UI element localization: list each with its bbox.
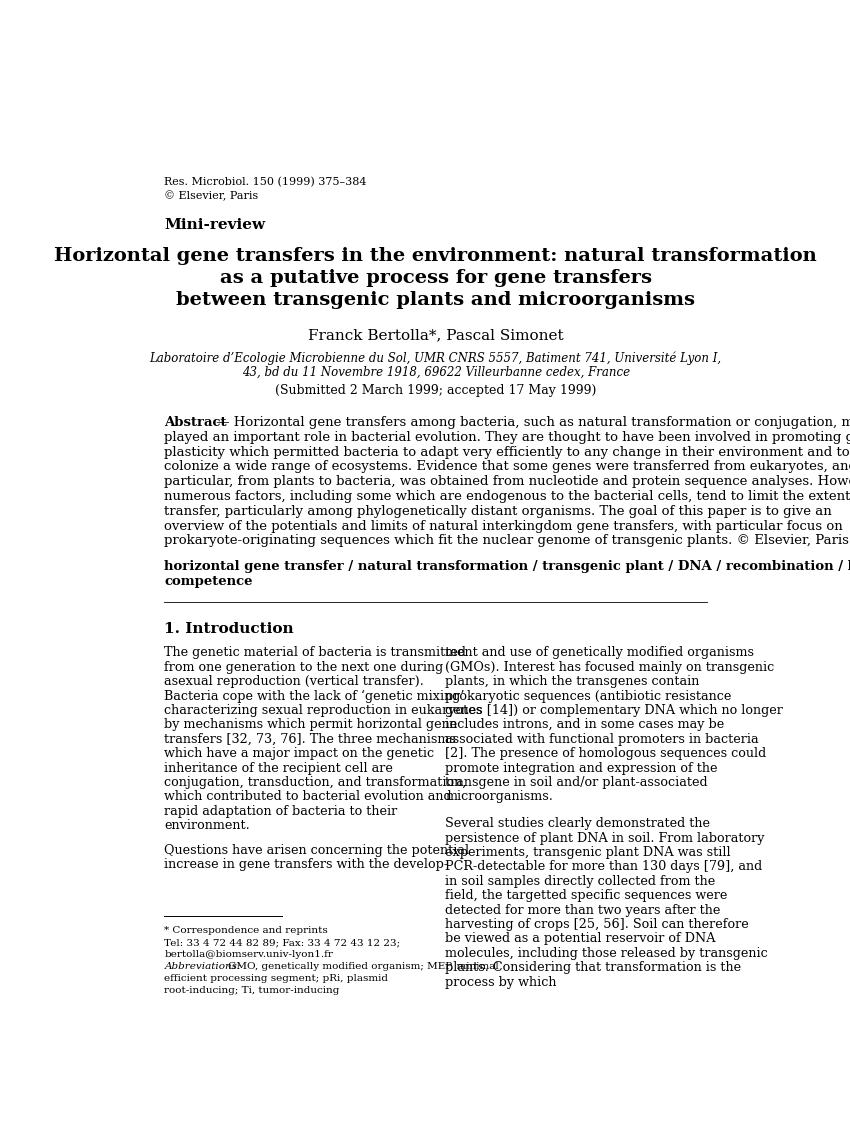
Text: between transgenic plants and microorganisms: between transgenic plants and microorgan… <box>176 292 695 310</box>
Text: efficient processing segment; pRi, plasmid: efficient processing segment; pRi, plasm… <box>164 974 388 983</box>
Text: experiments, transgenic plant DNA was still: experiments, transgenic plant DNA was st… <box>445 846 731 859</box>
Text: increase in gene transfers with the develop-: increase in gene transfers with the deve… <box>164 858 449 871</box>
Text: The genetic material of bacteria is transmitted: The genetic material of bacteria is tran… <box>164 646 467 660</box>
Text: Questions have arisen concerning the potential: Questions have arisen concerning the pot… <box>164 844 469 857</box>
Text: associated with functional promoters in bacteria: associated with functional promoters in … <box>445 733 759 746</box>
Text: from one generation to the next one during: from one generation to the next one duri… <box>164 661 444 674</box>
Text: PCR-detectable for more than 130 days [79], and: PCR-detectable for more than 130 days [7… <box>445 861 762 873</box>
Text: inheritance of the recipient cell are: inheritance of the recipient cell are <box>164 762 394 774</box>
Text: promote integration and expression of the: promote integration and expression of th… <box>445 762 717 774</box>
Text: Mini-review: Mini-review <box>164 218 265 232</box>
Text: prokaryote-originating sequences which fit the nuclear genome of transgenic plan: prokaryote-originating sequences which f… <box>164 534 849 548</box>
Text: asexual reproduction (vertical transfer).: asexual reproduction (vertical transfer)… <box>164 675 424 688</box>
Text: Abstract: Abstract <box>164 416 227 429</box>
Text: * Correspondence and reprints: * Correspondence and reprints <box>164 927 328 936</box>
Text: by mechanisms which permit horizontal gene: by mechanisms which permit horizontal ge… <box>164 718 457 732</box>
Text: prokaryotic sequences (antibiotic resistance: prokaryotic sequences (antibiotic resist… <box>445 690 732 702</box>
Text: © Elsevier, Paris: © Elsevier, Paris <box>164 191 258 201</box>
Text: which contributed to bacterial evolution and: which contributed to bacterial evolution… <box>164 791 452 803</box>
Text: Several studies clearly demonstrated the: Several studies clearly demonstrated the <box>445 817 711 830</box>
Text: (Submitted 2 March 1999; accepted 17 May 1999): (Submitted 2 March 1999; accepted 17 May… <box>275 384 597 397</box>
Text: Abbreviations:: Abbreviations: <box>164 963 241 972</box>
Text: which have a major impact on the genetic: which have a major impact on the genetic <box>164 747 434 761</box>
Text: colonize a wide range of ecosystems. Evidence that some genes were transferred f: colonize a wide range of ecosystems. Evi… <box>164 460 850 473</box>
Text: in soil samples directly collected from the: in soil samples directly collected from … <box>445 875 716 888</box>
Text: persistence of plant DNA in soil. From laboratory: persistence of plant DNA in soil. From l… <box>445 831 765 845</box>
Text: process by which: process by which <box>445 975 557 988</box>
Text: overview of the potentials and limits of natural interkingdom gene transfers, wi: overview of the potentials and limits of… <box>164 519 843 533</box>
Text: GMO, genetically modified organism; MEP, minimal: GMO, genetically modified organism; MEP,… <box>228 963 499 972</box>
Text: transfers [32, 73, 76]. The three mechanisms: transfers [32, 73, 76]. The three mechan… <box>164 733 456 746</box>
Text: Res. Microbiol. 150 (1999) 375–384: Res. Microbiol. 150 (1999) 375–384 <box>164 177 367 187</box>
Text: numerous factors, including some which are endogenous to the bacterial cells, te: numerous factors, including some which a… <box>164 490 850 503</box>
Text: Bacteria cope with the lack of ‘genetic mixing’: Bacteria cope with the lack of ‘genetic … <box>164 690 465 702</box>
Text: 1. Introduction: 1. Introduction <box>164 622 294 636</box>
Text: Franck Bertolla*, Pascal Simonet: Franck Bertolla*, Pascal Simonet <box>308 329 564 342</box>
Text: particular, from plants to bacteria, was obtained from nucleotide and protein se: particular, from plants to bacteria, was… <box>164 476 850 488</box>
Text: genes [14]) or complementary DNA which no longer: genes [14]) or complementary DNA which n… <box>445 705 783 717</box>
Text: — Horizontal gene transfers among bacteria, such as natural transformation or co: — Horizontal gene transfers among bacter… <box>212 416 850 429</box>
Text: transfer, particularly among phylogenetically distant organisms. The goal of thi: transfer, particularly among phylogeneti… <box>164 505 832 517</box>
Text: harvesting of crops [25, 56]. Soil can therefore: harvesting of crops [25, 56]. Soil can t… <box>445 918 749 931</box>
Text: horizontal gene transfer / natural transformation / transgenic plant / DNA / rec: horizontal gene transfer / natural trans… <box>164 560 850 573</box>
Text: conjugation, transduction, and transformation,: conjugation, transduction, and transform… <box>164 776 467 789</box>
Text: be viewed as a potential reservoir of DNA: be viewed as a potential reservoir of DN… <box>445 932 716 946</box>
Text: microorganisms.: microorganisms. <box>445 791 553 803</box>
Text: Tel: 33 4 72 44 82 89; Fax: 33 4 72 43 12 23;: Tel: 33 4 72 44 82 89; Fax: 33 4 72 43 1… <box>164 938 400 947</box>
Text: [2]. The presence of homologous sequences could: [2]. The presence of homologous sequence… <box>445 747 767 761</box>
Text: root-inducing; Ti, tumor-inducing: root-inducing; Ti, tumor-inducing <box>164 986 340 995</box>
Text: as a putative process for gene transfers: as a putative process for gene transfers <box>219 269 652 287</box>
Text: detected for more than two years after the: detected for more than two years after t… <box>445 903 721 917</box>
Text: molecules, including those released by transgenic: molecules, including those released by t… <box>445 947 768 959</box>
Text: Laboratoire d’Ecologie Microbienne du Sol, UMR CNRS 5557, Batiment 741, Universi: Laboratoire d’Ecologie Microbienne du So… <box>150 351 722 365</box>
Text: environment.: environment. <box>164 819 250 833</box>
Text: characterizing sexual reproduction in eukaryotes: characterizing sexual reproduction in eu… <box>164 705 483 717</box>
Text: plasticity which permitted bacteria to adapt very efficiently to any change in t: plasticity which permitted bacteria to a… <box>164 445 850 459</box>
Text: ment and use of genetically modified organisms: ment and use of genetically modified org… <box>445 646 754 660</box>
Text: plants, in which the transgenes contain: plants, in which the transgenes contain <box>445 675 700 688</box>
Text: (GMOs). Interest has focused mainly on transgenic: (GMOs). Interest has focused mainly on t… <box>445 661 774 674</box>
Text: rapid adaptation of bacteria to their: rapid adaptation of bacteria to their <box>164 804 398 818</box>
Text: field, the targetted specific sequences were: field, the targetted specific sequences … <box>445 889 728 902</box>
Text: Horizontal gene transfers in the environment: natural transformation: Horizontal gene transfers in the environ… <box>54 248 817 266</box>
Text: transgene in soil and/or plant-associated: transgene in soil and/or plant-associate… <box>445 776 708 789</box>
Text: 43, bd du 11 Novembre 1918, 69622 Villeurbanne cedex, France: 43, bd du 11 Novembre 1918, 69622 Villeu… <box>241 366 630 379</box>
Text: plants. Considering that transformation is the: plants. Considering that transformation … <box>445 962 741 974</box>
Text: competence: competence <box>164 574 253 588</box>
Text: includes introns, and in some cases may be: includes introns, and in some cases may … <box>445 718 724 732</box>
Text: played an important role in bacterial evolution. They are thought to have been i: played an important role in bacterial ev… <box>164 431 850 444</box>
Text: bertolla@biomserv.univ-lyon1.fr: bertolla@biomserv.univ-lyon1.fr <box>164 950 333 959</box>
